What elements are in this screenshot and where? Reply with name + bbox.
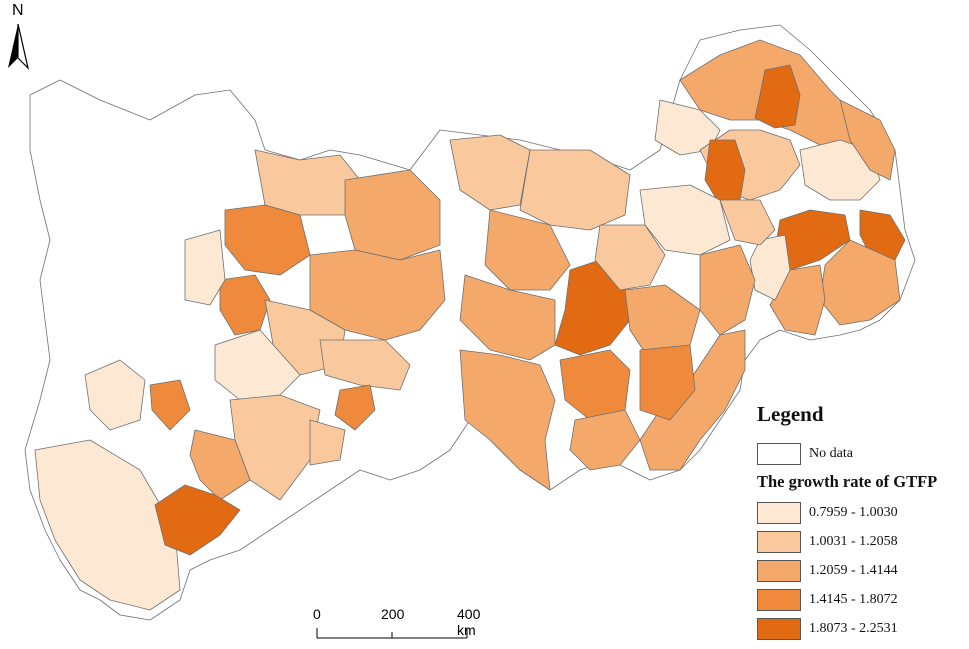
- legend-subtitle: The growth rate of GTFP: [757, 472, 938, 491]
- legend: Legend No data The growth rate of GTFP 0…: [757, 402, 967, 643]
- legend-no-data-label: No data: [809, 445, 853, 461]
- region-central-4: [594, 224, 666, 291]
- region-central-2: [519, 149, 631, 231]
- legend-swatch: [757, 559, 801, 582]
- region-east-12: [749, 234, 791, 301]
- legend-class-label: 1.2059 - 1.4144: [809, 562, 898, 578]
- region-west-2: [224, 204, 311, 276]
- legend-no-data: No data: [757, 439, 967, 468]
- region-west-11: [334, 384, 376, 431]
- legend-swatch: [757, 501, 801, 524]
- scale-bar-line: [316, 628, 468, 639]
- scale-tick-400: 400 km: [457, 606, 481, 638]
- region-west-15: [84, 359, 146, 431]
- legend-class-label: 0.7959 - 1.0030: [809, 504, 898, 520]
- region-central-10: [459, 349, 556, 491]
- scale-bar: 0 200 400 km: [305, 606, 495, 646]
- region-central-7: [459, 274, 556, 361]
- legend-class-4: 1.4145 - 1.8072: [757, 585, 967, 614]
- legend-title: Legend: [757, 402, 824, 426]
- legend-swatch: [757, 617, 801, 640]
- legend-class-label: 1.0031 - 1.2058: [809, 533, 898, 549]
- region-west-17: [154, 484, 241, 556]
- region-east-7: [839, 99, 896, 181]
- region-west-14: [309, 419, 346, 466]
- legend-class-1: 0.7959 - 1.0030: [757, 498, 967, 527]
- region-west-7: [319, 339, 411, 391]
- region-west-10: [149, 379, 191, 431]
- legend-classes: 0.7959 - 1.0030 1.0031 - 1.2058 1.2059 -…: [757, 498, 967, 643]
- scale-tick-0: 0: [313, 606, 321, 622]
- region-west-8: [184, 229, 226, 306]
- legend-class-2: 1.0031 - 1.2058: [757, 527, 967, 556]
- legend-swatch-no-data: [757, 442, 801, 465]
- region-central-11: [449, 134, 531, 211]
- region-layer: [34, 39, 906, 611]
- region-west-1: [254, 149, 361, 216]
- legend-swatch: [757, 588, 801, 611]
- region-east-13: [719, 199, 776, 246]
- region-central-9: [569, 409, 641, 471]
- legend-class-5: 1.8073 - 2.2531: [757, 614, 967, 643]
- legend-swatch: [757, 530, 801, 553]
- north-arrow-icon: [8, 23, 30, 70]
- legend-class-label: 1.4145 - 1.8072: [809, 591, 898, 607]
- region-west-4: [344, 169, 441, 261]
- region-central-3: [484, 209, 571, 291]
- region-west-16: [34, 439, 181, 611]
- scale-tick-200: 200: [381, 606, 405, 622]
- region-east-10: [819, 239, 901, 326]
- legend-class-3: 1.2059 - 1.4144: [757, 556, 967, 585]
- legend-class-label: 1.8073 - 2.2531: [809, 620, 898, 636]
- north-label: N: [12, 2, 24, 19]
- north-arrow: N: [4, 2, 32, 72]
- region-east-14: [639, 184, 731, 256]
- region-central-6: [639, 344, 696, 421]
- region-east-2: [754, 64, 801, 129]
